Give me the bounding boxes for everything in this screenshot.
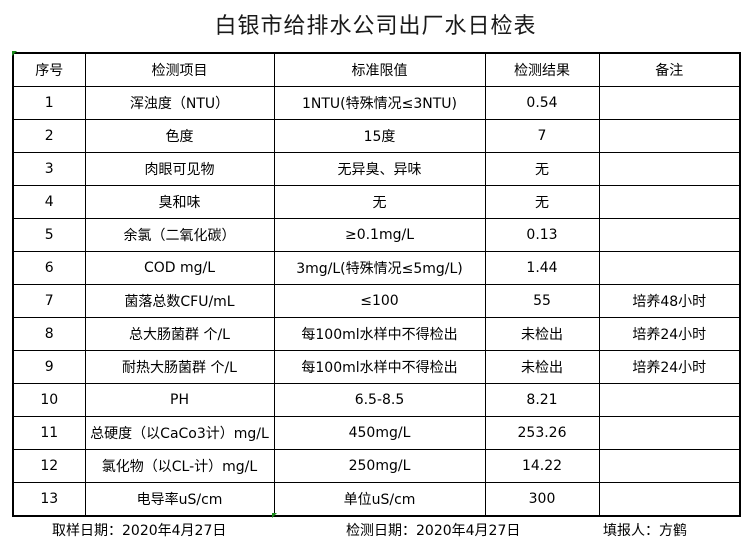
inspection-table: 序号 检测项目 标准限值 检测结果 备注 1 浑浊度（NTU） 1NTU(特殊情况≤3NTU)… <box>12 52 741 517</box>
table-row: 11 总硬度（以CaCo3计）mg/L 450mg/L 253.26 <box>12 416 741 450</box>
header-item: 检测项目 <box>84 52 275 87</box>
cell-index: 4 <box>12 185 86 219</box>
cell-item: PH <box>84 383 275 417</box>
cell-index: 5 <box>12 218 86 252</box>
cell-standard: ≥0.1mg/L <box>273 218 486 252</box>
cell-remark <box>598 185 741 219</box>
table-row: 3 肉眼可见物 无异臭、异味无 <box>12 152 741 186</box>
cell-remark: 培养48小时 <box>598 284 741 318</box>
cell-index: 8 <box>12 317 86 351</box>
table-row: 7 菌落总数CFU/mL ≤100 55 培养48小时 <box>12 284 741 318</box>
cell-standard: 每100ml水样中不得检出 <box>273 317 486 351</box>
reporter: 填报人：方鹤 <box>603 523 687 539</box>
table-row: 4 臭和味无无 <box>12 185 741 219</box>
cell-marker <box>272 513 277 518</box>
cell-item: 菌落总数CFU/mL <box>84 284 275 318</box>
cell-item: 电导率uS/cm <box>84 482 275 517</box>
header-index: 序号 <box>12 52 86 87</box>
cell-result: 55 <box>484 284 600 318</box>
cell-item: COD mg/L <box>84 251 275 285</box>
cell-result: 7 <box>484 119 600 153</box>
cell-index: 6 <box>12 251 86 285</box>
cell-remark <box>598 416 741 450</box>
cell-result: 0.13 <box>484 218 600 252</box>
cell-standard: 每100ml水样中不得检出 <box>273 350 486 384</box>
cell-item: 色度 <box>84 119 275 153</box>
cell-standard: ≤100 <box>273 284 486 318</box>
table-row: 12 氯化物（以CL-计）mg/L 250mg/L 14.22 <box>12 449 741 483</box>
cell-remark <box>598 482 741 517</box>
cell-index: 7 <box>12 284 86 318</box>
cell-remark <box>598 218 741 252</box>
cell-standard: 无 <box>273 185 486 219</box>
cell-item: 臭和味 <box>84 185 275 219</box>
table-row: 5 余氯（二氧化碳） ≥0.1mg/L 0.13 <box>12 218 741 252</box>
table-row: 8 总大肠菌群 个/L 每100ml水样中不得检出 未检出 培养24小时 <box>12 317 741 351</box>
cell-item: 肉眼可见物 <box>84 152 275 186</box>
table-row: 6 COD mg/L 3mg/L(特殊情况≤5mg/L) 1.44 <box>12 251 741 285</box>
cell-index: 3 <box>12 152 86 186</box>
cell-item: 总大肠菌群 个/L <box>84 317 275 351</box>
cell-item: 氯化物（以CL-计）mg/L <box>84 449 275 483</box>
cell-item: 总硬度（以CaCo3计）mg/L <box>84 416 275 450</box>
cell-index: 11 <box>12 416 86 450</box>
cell-index: 2 <box>12 119 86 153</box>
header-result: 检测结果 <box>484 52 600 87</box>
cell-remark <box>598 251 741 285</box>
cell-index: 12 <box>12 449 86 483</box>
cell-result: 未检出 <box>484 317 600 351</box>
cell-standard: 无异臭、异味 <box>273 152 486 186</box>
cell-result: 253.26 <box>484 416 600 450</box>
header-row: 序号 检测项目 标准限值 检测结果 备注 <box>12 52 741 87</box>
cell-result: 0.54 <box>484 86 600 120</box>
cell-result: 未检出 <box>484 350 600 384</box>
cell-standard: 6.5-8.5 <box>273 383 486 417</box>
header-standard: 标准限值 <box>273 52 486 87</box>
cell-standard: 450mg/L <box>273 416 486 450</box>
cell-standard: 250mg/L <box>273 449 486 483</box>
cell-standard: 1NTU(特殊情况≤3NTU) <box>273 86 486 120</box>
cell-remark: 培养24小时 <box>598 317 741 351</box>
cell-result: 8.21 <box>484 383 600 417</box>
table-row: 2 色度 15度 7 <box>12 119 741 153</box>
cell-result: 无 <box>484 185 600 219</box>
cell-result: 无 <box>484 152 600 186</box>
cell-result: 300 <box>484 482 600 517</box>
cell-remark <box>598 152 741 186</box>
table-row: 10 PH 6.5-8.5 8.21 <box>12 383 741 417</box>
cell-remark: 培养24小时 <box>598 350 741 384</box>
cell-index: 1 <box>12 86 86 120</box>
cell-item: 余氯（二氧化碳） <box>84 218 275 252</box>
cell-index: 10 <box>12 383 86 417</box>
header-remark: 备注 <box>598 52 741 87</box>
cell-remark <box>598 383 741 417</box>
table-row: 9 耐热大肠菌群 个/L 每100ml水样中不得检出 未检出 培养24小时 <box>12 350 741 384</box>
cell-standard: 15度 <box>273 119 486 153</box>
cell-result: 14.22 <box>484 449 600 483</box>
table-row: 1 浑浊度（NTU） 1NTU(特殊情况≤3NTU) 0.54 <box>12 86 741 120</box>
cell-marker <box>12 51 17 56</box>
table-row: 13 电导率uS/cm 单位uS/cm 300 <box>12 482 741 517</box>
page-title: 白银市给排水公司出厂水日检表 <box>214 14 537 39</box>
cell-remark <box>598 119 741 153</box>
sampling-date: 取样日期：2020年4月27日 <box>52 523 227 539</box>
cell-item: 耐热大肠菌群 个/L <box>84 350 275 384</box>
cell-result: 1.44 <box>484 251 600 285</box>
test-date: 检测日期：2020年4月27日 <box>346 523 521 539</box>
cell-index: 9 <box>12 350 86 384</box>
cell-index: 13 <box>12 482 86 517</box>
cell-standard: 3mg/L(特殊情况≤5mg/L) <box>273 251 486 285</box>
cell-remark <box>598 86 741 120</box>
cell-item: 浑浊度（NTU） <box>84 86 275 120</box>
cell-standard: 单位uS/cm <box>273 482 486 517</box>
cell-remark <box>598 449 741 483</box>
